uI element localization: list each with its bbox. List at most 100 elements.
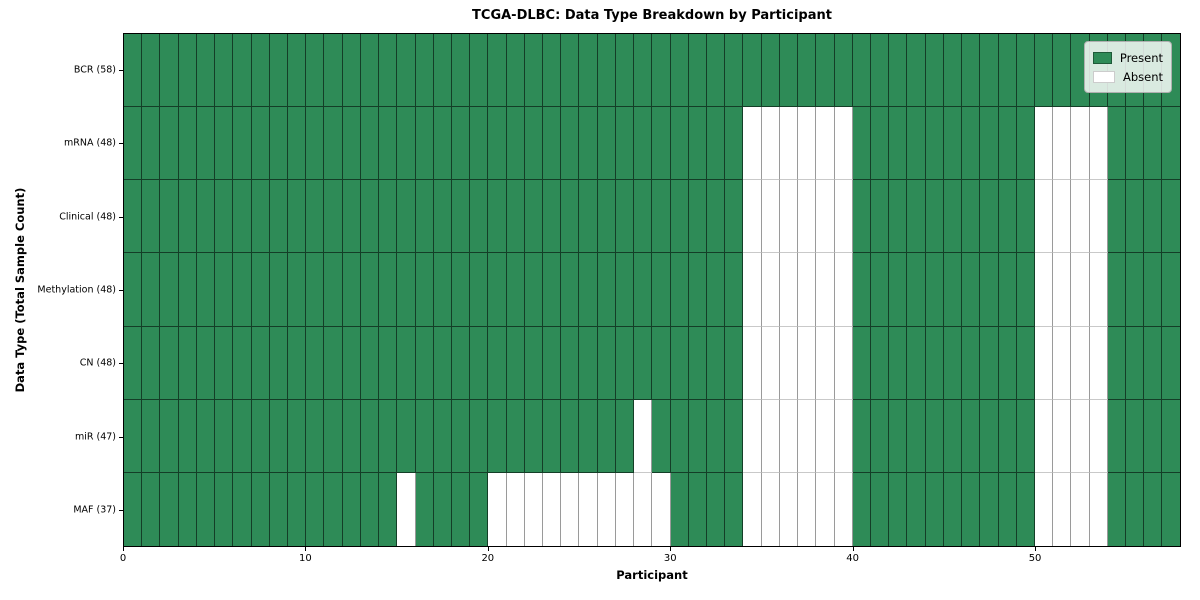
heatmap-cell — [925, 34, 944, 108]
heatmap-cell — [142, 107, 161, 181]
heatmap-cell — [415, 180, 434, 254]
heatmap-cell — [1016, 34, 1035, 108]
heatmap-cell — [1162, 326, 1180, 400]
heatmap-cell — [688, 34, 707, 108]
heatmap-cell — [1053, 399, 1072, 473]
y-tick-label: Methylation (48) — [37, 284, 116, 296]
heatmap-cell — [634, 253, 653, 327]
heatmap-cell — [615, 34, 635, 108]
heatmap-cell — [1162, 399, 1180, 473]
heatmap-cell — [761, 472, 780, 546]
heatmap-cell — [1162, 107, 1180, 181]
heatmap-cell — [1034, 107, 1054, 181]
x-tick-label: 40 — [846, 553, 859, 564]
heatmap-cell — [707, 180, 726, 254]
heatmap-cell — [943, 34, 963, 108]
heatmap-cell — [397, 326, 416, 400]
heatmap-cell — [907, 180, 926, 254]
heatmap-cell — [980, 472, 999, 546]
heatmap-cell — [287, 180, 307, 254]
y-tick-mark — [119, 436, 123, 438]
y-tick-label: CN (48) — [79, 357, 116, 369]
heatmap-cell — [852, 326, 871, 400]
heatmap-cell — [998, 180, 1017, 254]
heatmap-cell — [379, 253, 398, 327]
heatmap-cell — [980, 326, 999, 400]
heatmap-cell — [433, 107, 452, 181]
heatmap-cell — [142, 472, 161, 546]
y-tick-mark — [119, 363, 123, 365]
heatmap-cell — [524, 107, 544, 181]
heatmap-cell — [269, 253, 288, 327]
y-tick-label: mRNA (48) — [64, 137, 116, 149]
heatmap-cell — [1144, 472, 1163, 546]
heatmap-cell — [670, 180, 689, 254]
x-tick-label: 50 — [1028, 553, 1042, 564]
x-axis-label: Participant — [616, 568, 688, 582]
y-tick-label: BCR (58) — [73, 64, 116, 76]
heatmap-cell — [761, 326, 780, 400]
heatmap-cell — [379, 399, 398, 473]
heatmap-cell — [561, 253, 580, 327]
heatmap-cell — [215, 326, 234, 400]
heatmap-cell — [415, 399, 434, 473]
heatmap-cell — [980, 34, 999, 108]
heatmap-cell — [324, 180, 343, 254]
heatmap-cell — [1107, 326, 1127, 400]
heatmap-cell — [488, 399, 507, 473]
heatmap-cell — [779, 34, 799, 108]
heatmap-cell — [962, 107, 981, 181]
heatmap-cell — [1089, 180, 1108, 254]
heatmap-cell — [579, 326, 598, 400]
heatmap-cell — [251, 399, 270, 473]
heatmap-cell — [579, 253, 598, 327]
heatmap-cell — [798, 180, 817, 254]
y-tick-label: miR (47) — [74, 431, 116, 443]
heatmap-cell — [360, 253, 380, 327]
heatmap-cell — [779, 107, 799, 181]
x-tick-mark — [305, 547, 307, 551]
heatmap-cell — [870, 472, 890, 546]
heatmap-cell — [615, 180, 635, 254]
heatmap-cell — [233, 107, 252, 181]
heatmap-cell — [1107, 180, 1127, 254]
heatmap-cell — [743, 326, 762, 400]
heatmap-cell — [1053, 253, 1072, 327]
heatmap-cell — [524, 399, 544, 473]
heatmap-cell — [1071, 326, 1090, 400]
y-tick-mark — [119, 216, 123, 218]
heatmap-cell — [852, 399, 871, 473]
heatmap-cell — [907, 253, 926, 327]
heatmap-cell — [543, 472, 562, 546]
heatmap-cell — [579, 399, 598, 473]
heatmap-cell — [397, 180, 416, 254]
heatmap-cell — [707, 472, 726, 546]
heatmap-cell — [1071, 253, 1090, 327]
heatmap-cell — [889, 326, 908, 400]
heatmap-cell — [178, 326, 197, 400]
heatmap-cell — [306, 253, 325, 327]
heatmap-cell — [670, 472, 689, 546]
heatmap-cell — [834, 34, 853, 108]
heatmap-cell — [1071, 399, 1090, 473]
heatmap-cell — [433, 472, 452, 546]
heatmap-cell — [451, 326, 471, 400]
heatmap-cell — [306, 34, 325, 108]
heatmap-cell — [743, 107, 762, 181]
heatmap-cell — [615, 326, 635, 400]
heatmap-cell — [488, 326, 507, 400]
heatmap-cell — [251, 326, 270, 400]
heatmap-cell — [615, 399, 635, 473]
heatmap-cell — [889, 472, 908, 546]
heatmap-cell — [215, 180, 234, 254]
heatmap-cell — [1144, 326, 1163, 400]
y-tick-mark — [119, 290, 123, 291]
heatmap-cell — [743, 34, 762, 108]
heatmap-cell — [506, 180, 525, 254]
heatmap-cell — [1034, 253, 1054, 327]
heatmap-cell — [943, 180, 963, 254]
heatmap-cell — [962, 34, 981, 108]
heatmap-cell — [652, 399, 671, 473]
heatmap-cell — [998, 472, 1017, 546]
heatmap-cell — [597, 180, 616, 254]
